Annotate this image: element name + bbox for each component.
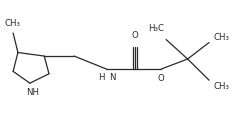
Text: CH₃: CH₃ [214,82,230,91]
Text: N: N [109,73,116,82]
Text: O: O [158,74,165,83]
Text: O: O [132,32,138,40]
Text: H₃C: H₃C [148,24,164,33]
Text: CH₃: CH₃ [214,33,230,42]
Text: H: H [98,73,105,82]
Text: NH: NH [27,88,39,97]
Text: CH₃: CH₃ [5,19,20,28]
